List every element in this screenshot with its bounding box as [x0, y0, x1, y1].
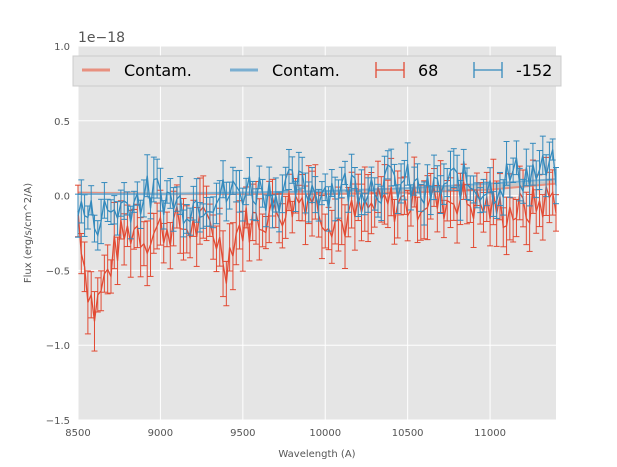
x-axis-label: Wavelength (A) [278, 449, 355, 460]
y-tick-label: −1.0 [46, 341, 70, 352]
y-tick-label: 0.5 [54, 117, 70, 128]
x-tick-label: 10000 [309, 428, 341, 439]
y-axis-ticks: −1.5 −1.0 −0.5 0.0 0.5 1.0 [46, 42, 70, 427]
legend-entry: 68 [375, 61, 438, 80]
legend-entry: -152 [473, 61, 552, 80]
x-tick-label: 9500 [230, 428, 255, 439]
series-line [77, 149, 557, 238]
series-group [75, 135, 559, 352]
legend-entry: Contam. [230, 61, 340, 80]
legend-label: 68 [418, 61, 438, 80]
y-tick-label: 0.0 [54, 192, 70, 203]
x-tick-label: 8500 [65, 428, 90, 439]
legend-entry: Contam. [82, 61, 192, 80]
legend: Contam. Contam. 68 -152 [72, 55, 562, 87]
legend-label: Contam. [272, 61, 340, 80]
x-tick-label: 10500 [392, 428, 424, 439]
x-tick-label: 11000 [474, 428, 506, 439]
y-tick-label: −0.5 [46, 266, 70, 277]
x-axis-ticks: 8500 9000 9500 10000 10500 11000 [65, 428, 506, 439]
legend-label: Contam. [124, 61, 192, 80]
series--152 [75, 135, 559, 251]
legend-box [72, 55, 562, 87]
plot-background [78, 46, 556, 420]
y-axis-label: Flux (erg/s/cm^2/A) [23, 183, 34, 283]
x-tick-label: 9000 [148, 428, 173, 439]
y-offset-label: 1e−18 [78, 30, 125, 46]
y-tick-label: −1.5 [46, 416, 70, 427]
y-tick-label: 1.0 [54, 42, 70, 53]
legend-label: -152 [516, 61, 552, 80]
